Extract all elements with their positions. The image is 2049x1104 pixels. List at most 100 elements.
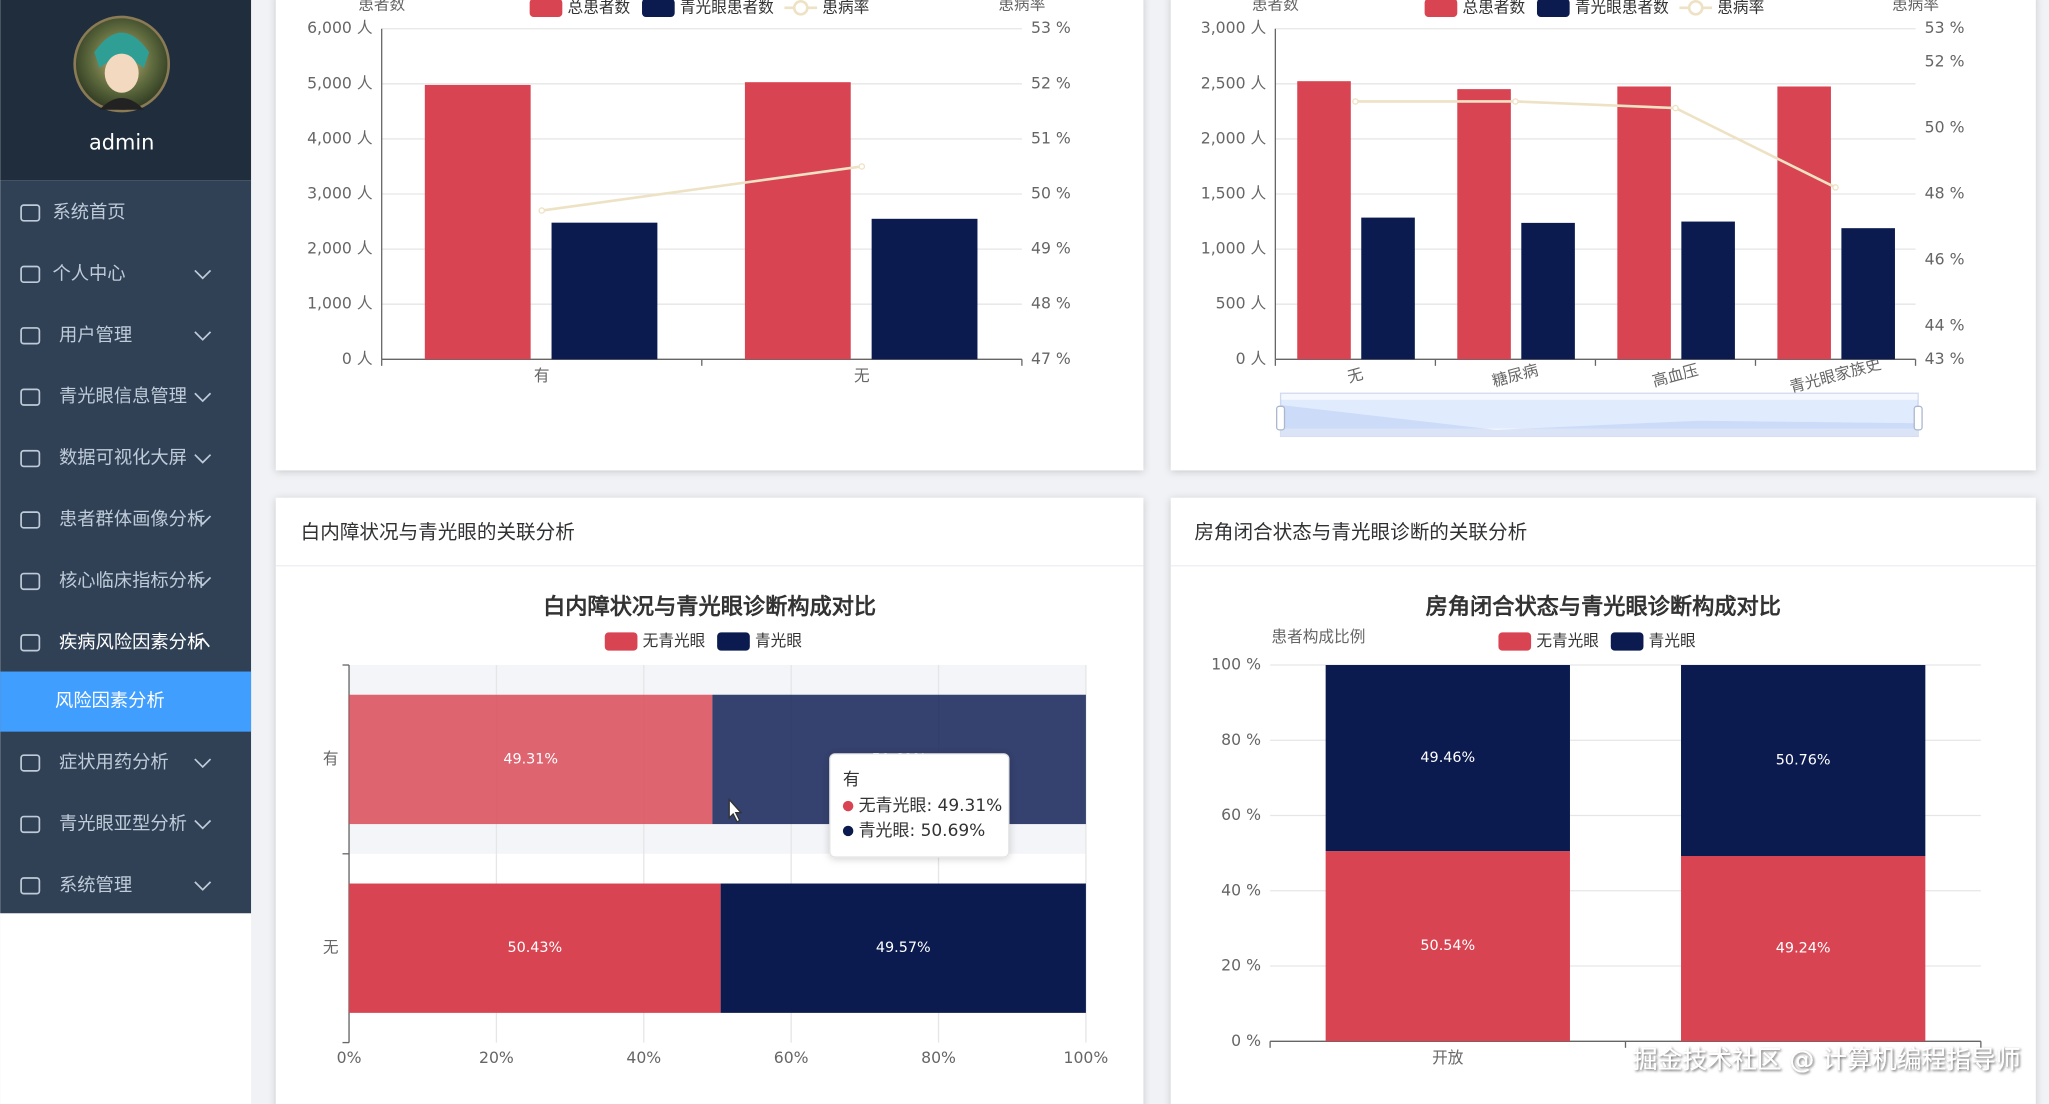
menu-item[interactable]: 青光眼亚型分析 (59, 813, 187, 834)
bar[interactable] (1297, 81, 1351, 360)
bar[interactable] (744, 82, 851, 360)
y2-tick-label: 51 % (1031, 128, 1071, 147)
y-tick-label: 3,000 人 (1201, 18, 1267, 37)
y2-axis-name: 患病率 (1892, 0, 1939, 14)
bar[interactable] (1777, 86, 1831, 360)
bar[interactable] (1521, 222, 1575, 360)
menu-icon (20, 388, 41, 406)
menu-item[interactable]: 数据可视化大屏 (59, 448, 187, 469)
x-tick-label: 0% (337, 1048, 362, 1067)
zoom-handle[interactable] (1276, 405, 1286, 431)
bar[interactable] (1457, 89, 1511, 360)
y-tick-label: 无 (323, 938, 339, 957)
y2-tick-label: 49 % (1031, 239, 1071, 258)
menu-item[interactable]: 系统首页 (52, 202, 125, 223)
menu-icon (20, 634, 41, 652)
x-tick-label: 40% (626, 1048, 661, 1067)
bar[interactable] (1681, 665, 1926, 857)
menu-item[interactable]: 核心临床指标分析 (59, 570, 205, 591)
y-tick-label: 6,000 人 (307, 18, 373, 37)
x-tick-label: 100% (1064, 1048, 1109, 1067)
avatar[interactable] (73, 15, 171, 113)
y-tick-label: 0 % (1231, 1031, 1261, 1050)
legend-label[interactable]: 青光眼 (1649, 631, 1696, 650)
menu-chevron (194, 576, 212, 587)
zoom-shadow (1280, 405, 1919, 437)
y-tick-label: 100 % (1211, 655, 1261, 674)
zoom-handle[interactable] (1913, 405, 1923, 431)
line-point (1672, 104, 1679, 112)
bar[interactable] (1617, 86, 1671, 360)
y-tick-label: 0 人 (1236, 349, 1267, 368)
tooltip-title: 有 (843, 770, 860, 790)
y-tick-label: 2,000 人 (307, 239, 373, 258)
menu-item[interactable]: 疾病风险因素分析 (59, 632, 205, 653)
menu-item[interactable]: 青光眼信息管理 (59, 386, 187, 407)
bar[interactable] (1325, 665, 1570, 852)
bar[interactable] (1361, 217, 1415, 360)
username[interactable]: admin (89, 131, 154, 155)
value-label: 50.76% (1776, 753, 1831, 769)
y-tick-label: 5,000 人 (307, 73, 373, 92)
menu-icon (20, 511, 41, 529)
legend-icon (642, 0, 675, 17)
bar[interactable] (349, 694, 713, 825)
line-point (1352, 98, 1359, 105)
legend-label[interactable]: 青光眼 (755, 631, 802, 650)
value-label: 50.43% (507, 940, 562, 956)
menu-item[interactable]: 患者群体画像分析 (59, 509, 205, 530)
bar[interactable] (349, 883, 721, 1013)
y-tick-label: 3,000 人 (307, 184, 373, 203)
legend-icon (1536, 0, 1570, 17)
y-tick-label: 60 % (1221, 805, 1261, 824)
legend-icon (1424, 0, 1458, 17)
menu-item[interactable]: 症状用药分析 (59, 752, 169, 773)
bar[interactable] (1681, 221, 1735, 360)
submenu-item[interactable]: 风险因素分析 (55, 691, 165, 712)
bar[interactable] (871, 218, 978, 360)
value-label: 49.31% (503, 751, 558, 767)
y-tick-label: 2,500 人 (1201, 73, 1267, 92)
bar[interactable] (424, 84, 531, 360)
legend-label[interactable]: 总患者数 (568, 0, 631, 16)
legend-label[interactable]: 患病率 (822, 0, 869, 16)
bar[interactable] (720, 883, 1086, 1013)
bar[interactable] (551, 222, 658, 360)
bar[interactable] (1325, 851, 1570, 1042)
x-tick-label: 无 (1345, 364, 1365, 386)
y-tick-label: 1,000 人 (307, 294, 373, 313)
line-point (538, 207, 546, 214)
legend-label[interactable]: 无青光眼 (643, 631, 706, 650)
menu-item[interactable]: 个人中心 (52, 263, 125, 284)
zoom-window (1280, 399, 1919, 429)
legend-icon (1687, 0, 1704, 16)
menu-chevron (194, 819, 212, 830)
y-axis-name: 患者数 (1252, 0, 1299, 14)
menu-chevron (194, 454, 212, 464)
y-tick-label: 4,000 人 (307, 128, 373, 147)
legend-label[interactable]: 患病率 (1717, 0, 1764, 16)
tooltip-line: 青光眼: 50.69% (859, 821, 986, 841)
legend-label[interactable]: 总患者数 (1463, 0, 1526, 16)
menu-icon (20, 204, 41, 222)
x-tick-label: 60% (774, 1048, 809, 1067)
menu-item[interactable]: 用户管理 (59, 325, 132, 346)
menu-item[interactable]: 系统管理 (59, 875, 132, 896)
cursor (728, 797, 743, 823)
bar[interactable] (1681, 856, 1926, 1042)
value-label: 49.46% (1420, 750, 1475, 766)
y2-tick-label: 46 % (1925, 250, 1965, 269)
bar[interactable] (1841, 228, 1895, 360)
legend-icon (717, 632, 750, 651)
menu-chevron (194, 331, 212, 341)
menu-chevron (194, 392, 212, 403)
legend-label[interactable]: 青光眼患者数 (680, 0, 774, 16)
y2-tick-label: 52 % (1925, 51, 1965, 70)
legend-label[interactable]: 无青光眼 (1536, 631, 1599, 650)
y2-tick-label: 53 % (1031, 18, 1071, 37)
y-axis-name: 患者数 (358, 0, 405, 14)
content: 系统首页个人中心用户管理青光眼信息管理数据可视化大屏患者群体画像分析核心临床指标… (0, 0, 1982, 1067)
x-tick-label: 80% (921, 1048, 956, 1067)
legend-label[interactable]: 青光眼患者数 (1575, 0, 1669, 16)
